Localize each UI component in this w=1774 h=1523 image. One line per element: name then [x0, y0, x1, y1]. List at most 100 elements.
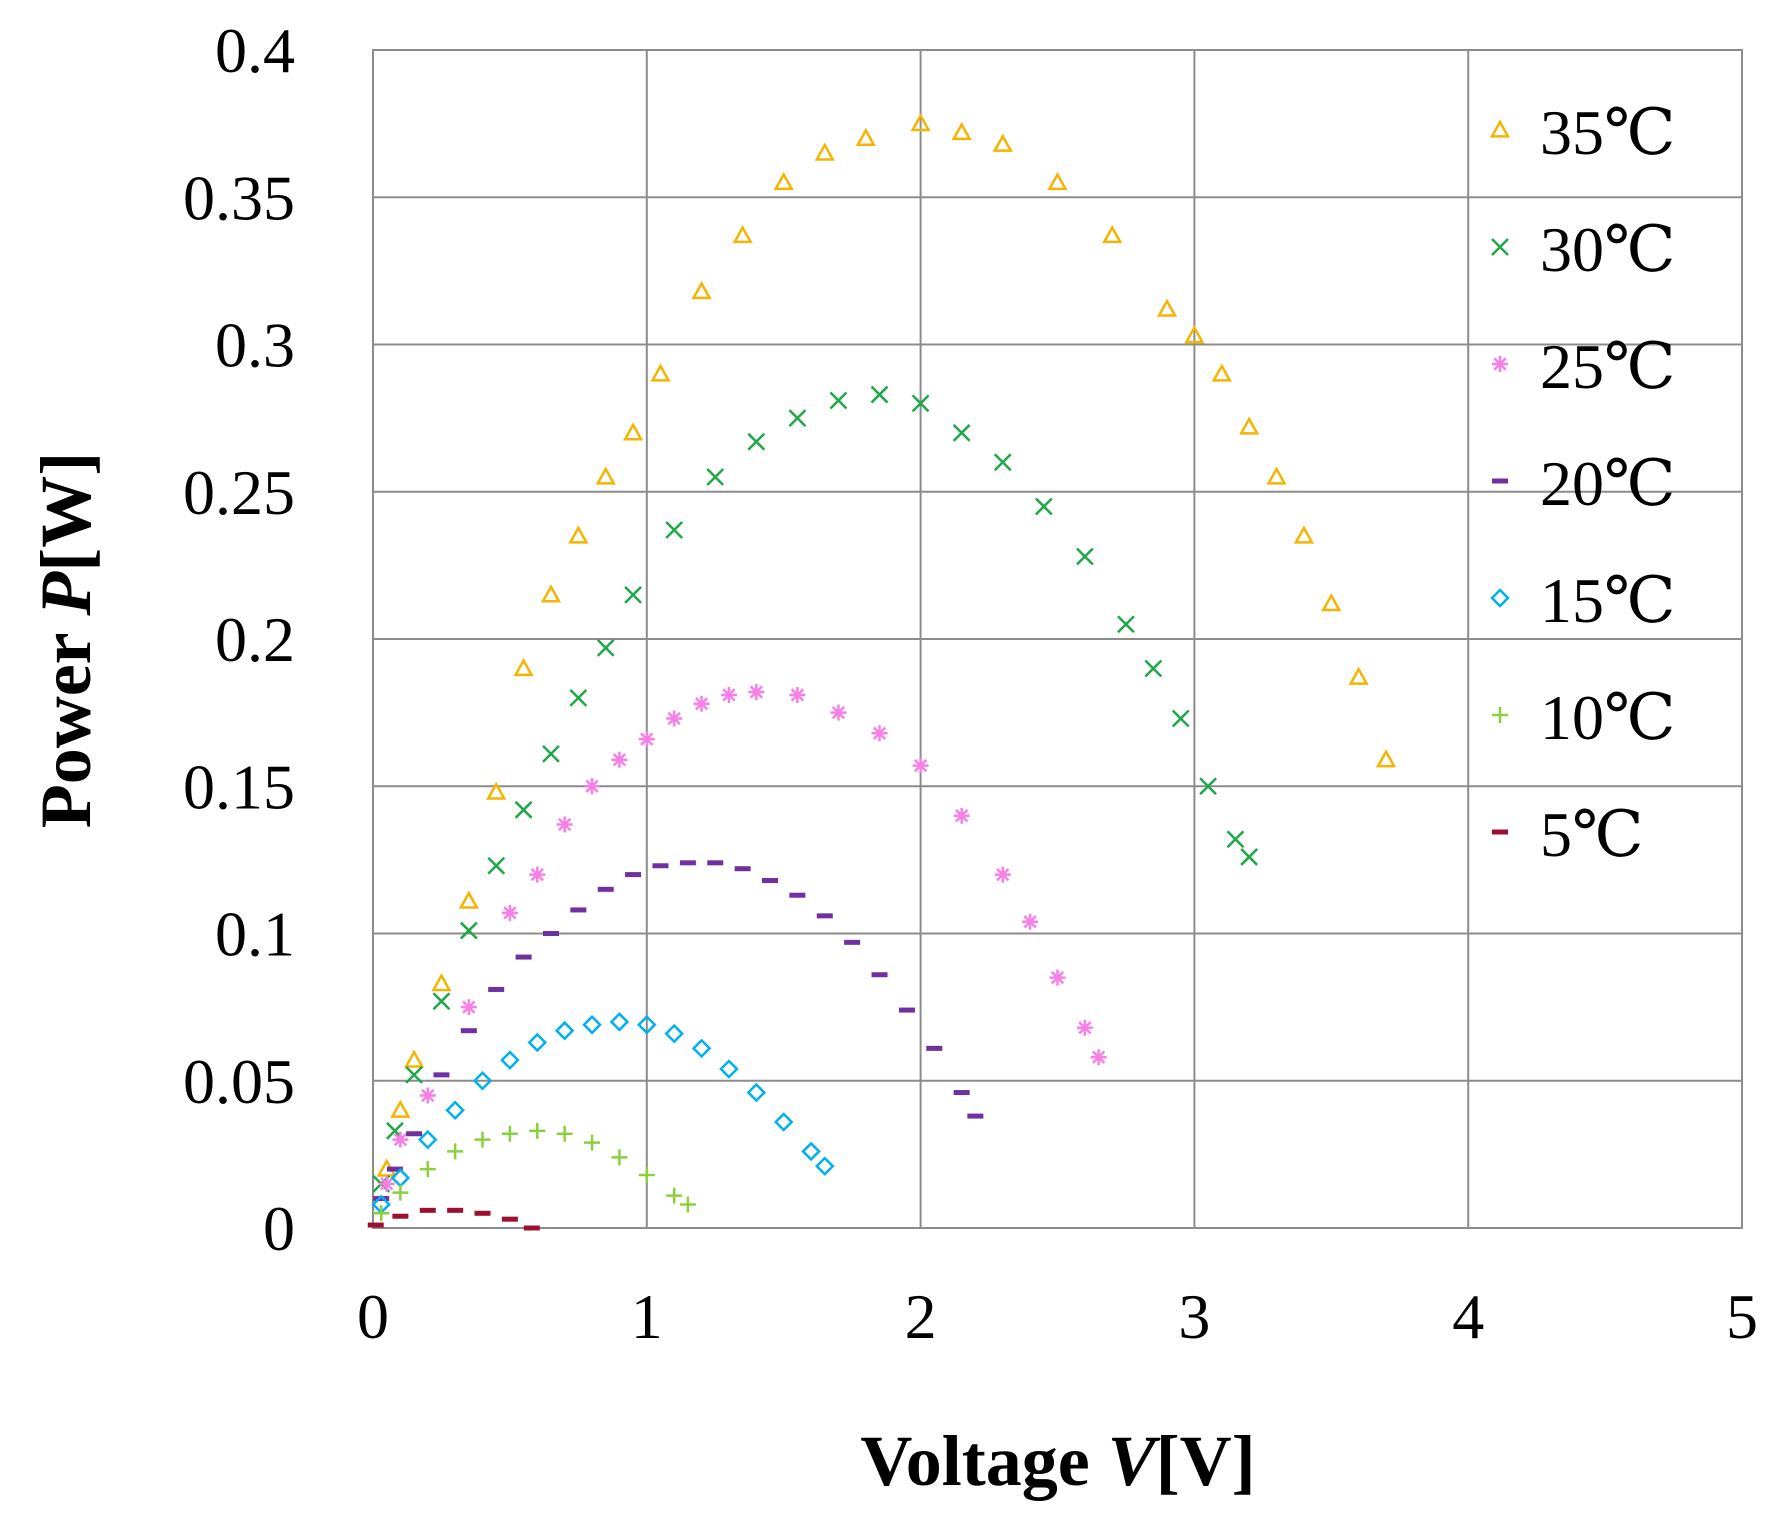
data-point	[951, 121, 972, 141]
series-1	[372, 385, 1259, 1193]
data-point	[542, 931, 559, 936]
data-point	[595, 466, 616, 485]
y-tick-label: 0.4	[215, 15, 295, 86]
data-point	[417, 1129, 438, 1150]
data-point	[390, 1168, 411, 1188]
data-point	[1184, 325, 1205, 344]
data-point	[666, 1187, 683, 1204]
legend-marker	[1492, 356, 1508, 372]
data-point	[419, 1087, 436, 1104]
data-point	[814, 142, 835, 161]
data-point	[431, 972, 452, 992]
data-point	[529, 866, 546, 883]
legend-label: 15℃	[1540, 565, 1676, 636]
legend-item: 20℃	[1492, 448, 1676, 519]
data-point	[953, 1090, 970, 1096]
legend-label: 30℃	[1540, 214, 1676, 285]
legend-item: 5℃	[1492, 799, 1644, 870]
x-tick-label: 3	[1178, 1281, 1210, 1352]
y-axis-title-var: P	[26, 571, 106, 617]
y-tick-label: 0.15	[183, 751, 295, 822]
data-point	[1034, 497, 1053, 516]
series-4	[371, 1012, 835, 1215]
data-point	[706, 468, 725, 486]
data-point	[911, 394, 930, 413]
data-point	[898, 1007, 915, 1013]
data-point	[871, 725, 888, 742]
data-point	[773, 1112, 794, 1132]
x-axis-title-var: V	[1108, 1421, 1161, 1501]
data-point	[910, 113, 931, 132]
data-point	[871, 972, 888, 978]
data-point	[447, 1207, 464, 1213]
data-point	[432, 992, 451, 1011]
legend-item: 10℃	[1492, 682, 1676, 753]
data-point	[1266, 466, 1287, 485]
data-point	[1375, 749, 1397, 768]
data-point	[788, 409, 807, 428]
data-point	[650, 363, 671, 382]
data-point	[707, 860, 724, 866]
data-point	[1102, 224, 1123, 244]
legend-item: 25℃	[1492, 331, 1676, 402]
legend-label: 20℃	[1540, 448, 1676, 519]
data-point	[501, 1216, 518, 1222]
data-point	[487, 856, 506, 875]
data-point	[855, 127, 876, 146]
data-point	[584, 778, 601, 795]
x-tick-label: 1	[631, 1281, 663, 1352]
data-point	[691, 1038, 712, 1059]
data-point	[570, 907, 587, 913]
data-point	[789, 892, 806, 898]
x-tick-label: 0	[357, 1281, 389, 1352]
legend-marker	[1492, 707, 1508, 723]
legend-item: 35℃	[1489, 97, 1676, 168]
data-point	[459, 921, 478, 940]
data-point	[514, 800, 533, 819]
data-point	[1171, 709, 1190, 728]
legend: 35℃ 30℃ 25℃ 20℃ 15℃ 10℃ 5℃	[1489, 97, 1676, 870]
data-point	[732, 224, 753, 244]
data-point	[611, 751, 628, 768]
data-point	[529, 1122, 546, 1139]
data-point	[679, 860, 696, 866]
y-axis-ticks: 0 0.05 0.1 0.15 0.2 0.25 0.3 0.35 0.4	[183, 15, 295, 1264]
legend-marker	[1490, 588, 1510, 608]
data-point	[515, 954, 532, 960]
data-point	[992, 133, 1013, 152]
data-point	[367, 1222, 384, 1228]
data-point	[500, 1050, 520, 1070]
data-point	[994, 866, 1011, 883]
data-point	[652, 863, 669, 869]
data-point	[762, 877, 779, 883]
data-point	[746, 1082, 767, 1103]
data-point	[513, 657, 534, 677]
data-point	[1240, 848, 1259, 866]
data-point	[501, 1125, 518, 1142]
data-point	[801, 1141, 821, 1162]
data-point	[844, 939, 861, 945]
data-point	[540, 584, 562, 603]
data-point	[664, 1023, 684, 1044]
data-point	[1049, 969, 1066, 986]
data-point	[719, 1059, 739, 1079]
x-axis-title-prefix: Voltage	[860, 1421, 1107, 1501]
data-point	[622, 422, 644, 441]
data-point	[926, 1045, 943, 1051]
data-point	[665, 521, 684, 539]
data-point	[624, 585, 642, 604]
data-point	[1199, 777, 1217, 796]
x-tick-label: 2	[905, 1281, 937, 1352]
data-point	[1076, 1019, 1093, 1036]
legend-label: 10℃	[1540, 682, 1676, 753]
data-point	[405, 1065, 423, 1084]
series-0	[376, 113, 1397, 1177]
series-6	[367, 1207, 540, 1231]
data-point	[392, 1213, 409, 1219]
data-point	[1144, 659, 1163, 678]
data-point	[458, 890, 479, 909]
data-point	[830, 704, 847, 721]
data-point	[1211, 363, 1232, 382]
y-axis-title-unit: [W]	[26, 452, 106, 572]
